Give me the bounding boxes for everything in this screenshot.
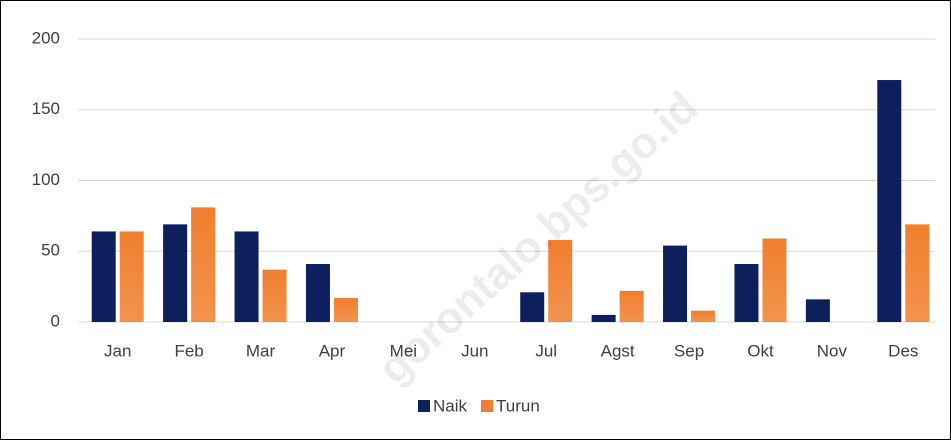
x-tick-label: Apr xyxy=(319,341,346,360)
bar xyxy=(805,299,830,322)
bar xyxy=(305,263,330,322)
x-tick-label: Nov xyxy=(817,341,848,360)
bar xyxy=(877,80,902,322)
x-tick-label: Mei xyxy=(390,341,417,360)
x-tick-label: Sep xyxy=(674,341,704,360)
x-tick-label: Agst xyxy=(601,341,635,360)
bar xyxy=(262,269,287,322)
bar xyxy=(119,231,144,322)
x-tick-label: Des xyxy=(888,341,918,360)
y-tick-label: 100 xyxy=(32,170,60,189)
bar xyxy=(520,292,545,322)
legend-swatch xyxy=(418,400,430,412)
bar xyxy=(234,231,259,322)
bar xyxy=(905,224,930,322)
bar xyxy=(548,239,573,322)
y-tick-label: 0 xyxy=(51,311,60,330)
bar xyxy=(591,314,616,322)
y-tick-label: 150 xyxy=(32,99,60,118)
y-tick-label: 200 xyxy=(32,28,60,47)
legend-label: Naik xyxy=(433,396,468,415)
x-tick-label: Jan xyxy=(104,341,131,360)
bar xyxy=(333,297,358,322)
x-tick-label: Jul xyxy=(535,341,557,360)
bar xyxy=(619,290,644,322)
bar xyxy=(734,263,759,322)
bar xyxy=(163,224,188,322)
x-tick-label: Jun xyxy=(461,341,488,360)
plot-area: 0 50 100 150 200 Jan Feb Mar Apr Mei Jun Jul Agst Sep… xyxy=(32,28,935,415)
x-tick-label: Mar xyxy=(246,341,276,360)
legend-swatch xyxy=(481,400,494,412)
y-tick-label: 50 xyxy=(41,241,60,260)
bar xyxy=(691,310,716,322)
bar xyxy=(663,245,688,322)
x-tick-label: Okt xyxy=(747,341,774,360)
bar xyxy=(191,207,216,322)
bar xyxy=(91,231,116,322)
bar xyxy=(762,238,787,322)
x-tick-label: Feb xyxy=(174,341,203,360)
legend-label: Turun xyxy=(496,396,540,415)
